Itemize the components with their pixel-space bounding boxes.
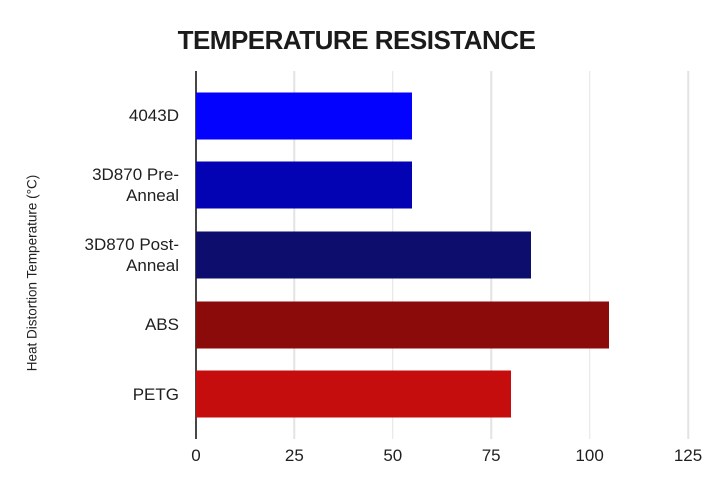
plot-area: 4043D 3D870 Pre- Anneal 3D870 Post- Anneal AB… xyxy=(0,81,688,429)
x-tick-label-75: 75 xyxy=(481,446,501,465)
chart-title: TEMPERATURE RESISTANCE xyxy=(177,25,536,55)
bar xyxy=(196,161,413,209)
chart-row-2: 3D870 Post- Anneal xyxy=(0,220,688,290)
bar-track xyxy=(196,290,688,360)
category-label: 3D870 Post- Anneal xyxy=(84,234,180,275)
bar-track xyxy=(196,151,688,221)
bar-track xyxy=(196,220,688,290)
bar xyxy=(196,370,511,418)
bar xyxy=(196,231,531,279)
x-tick-label-0: 0 xyxy=(191,446,201,465)
bar-track xyxy=(196,81,688,151)
category-label: ABS xyxy=(144,315,179,335)
x-tick-label-100: 100 xyxy=(575,446,604,465)
chart-row-0: 4043D xyxy=(0,81,688,151)
chart-row-4: PETG xyxy=(0,359,688,429)
bar-track xyxy=(196,359,688,429)
bar xyxy=(196,92,413,140)
gridline-100 xyxy=(588,71,591,439)
chart-row-3: ABS xyxy=(0,290,688,360)
category-label: 3D870 Pre- Anneal xyxy=(92,165,179,206)
x-tick-label-50: 50 xyxy=(383,446,403,465)
category-label: 4043D xyxy=(128,106,179,126)
bar xyxy=(196,301,610,349)
category-label: PETG xyxy=(132,384,179,404)
chart-row-1: 3D870 Pre- Anneal xyxy=(0,151,688,221)
x-tick-label-125: 125 xyxy=(673,446,703,465)
gridline-125 xyxy=(687,71,689,439)
x-tick-label-25: 25 xyxy=(284,446,304,465)
x-axis-tick-labels: 0 25 50 75 100 125 xyxy=(191,446,702,466)
